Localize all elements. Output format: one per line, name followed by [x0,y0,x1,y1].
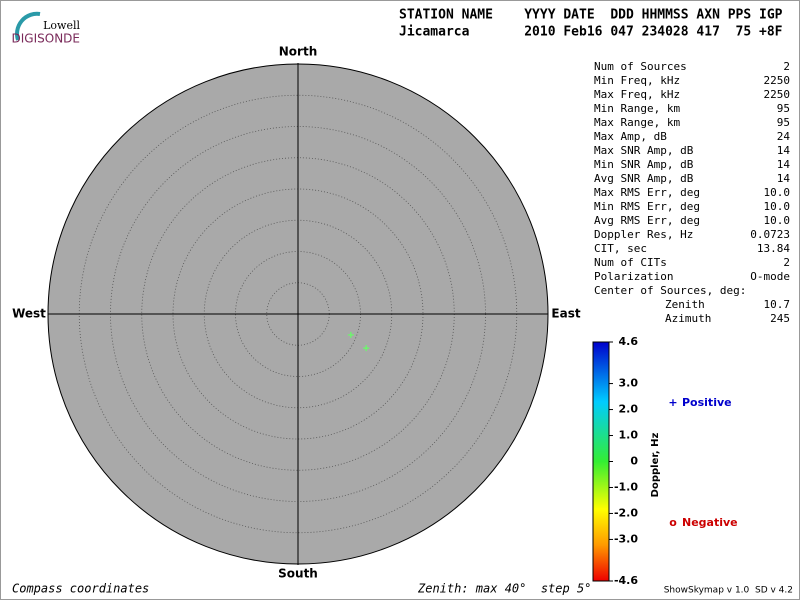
center-label: Zenith [665,298,705,311]
stat-label: Min Freq, kHz [594,74,680,87]
legend-symbol: o [669,516,677,529]
center-value: 245 [770,312,790,325]
center-label: Azimuth [665,312,711,325]
footer-middle: Zenith: max 40° step 5° [417,582,591,596]
polar-plot [47,63,549,565]
west-label: West [12,307,46,321]
colorbar-tick-label: 2.0 [619,403,639,416]
source-marker [347,331,354,338]
logo-top: Lowell [43,19,80,32]
logo-bottom: DIGISONDE [12,32,80,46]
footer-right: ShowSkymap v 1.0 SD v 4.2 [664,586,793,596]
stat-value: 0.0723 [750,228,790,241]
stat-value: 14 [777,144,791,157]
stat-label: Min SNR Amp, dB [594,158,694,171]
south-label: South [278,567,318,581]
colorbar-tick-label: -4.6 [614,574,638,587]
stat-label: CIT, sec [594,242,647,255]
stat-label: Avg RMS Err, deg [594,214,700,227]
stat-label: Min Range, km [594,102,680,115]
header-values: Jicamarca 2010 Feb16 047 234028 417 75 +… [399,25,783,40]
legend-symbol: + [668,396,677,409]
stat-label: Max RMS Err, deg [594,186,700,199]
stat-value: 2 [783,60,790,73]
stat-label: Avg SNR Amp, dB [594,172,694,185]
stat-value: 14 [777,172,791,185]
stat-label: Max Range, km [594,116,680,129]
colorbar-tick-label: 4.6 [619,335,639,348]
stat-label: Min RMS Err, deg [594,200,700,213]
stat-value: 2250 [764,88,791,101]
stat-value: 14 [777,158,791,171]
colorbar-label: Doppler, Hz [650,433,661,498]
north-label: North [279,45,317,59]
legend-label: Negative [682,516,738,529]
center-title: Center of Sources, deg: [594,284,746,297]
header-labels: STATION NAME YYYY DATE DDD HHMMSS AXN PP… [399,8,783,23]
colorbar [592,341,610,582]
stat-label: Num of CITs [594,256,667,269]
stat-value: 10.0 [764,200,791,213]
colorbar-tick-label: -1.0 [614,480,638,493]
source-marker [363,345,370,352]
stat-value: 95 [777,102,790,115]
stat-value: 13.84 [757,242,790,255]
stat-label: Max Amp, dB [594,130,667,143]
stat-value: 2250 [764,74,791,87]
east-label: East [551,307,580,321]
colorbar-tick-label: 0 [630,455,638,468]
colorbar-tick-label: -2.0 [614,506,638,519]
stat-label: Max Freq, kHz [594,88,680,101]
stat-value: 95 [777,116,790,129]
stat-value: 10.0 [764,186,791,199]
footer-left: Compass coordinates [12,582,149,596]
stat-label: Polarization [594,270,673,283]
stat-label: Doppler Res, Hz [594,228,693,241]
logo-swoosh [15,11,41,41]
stat-value: 24 [777,130,791,143]
stat-value: 2 [783,256,790,269]
colorbar-tick-label: -3.0 [614,532,638,545]
legend-label: Positive [682,396,732,409]
colorbar-tick-label: 3.0 [619,377,639,390]
center-value: 10.7 [764,298,791,311]
stat-label: Num of Sources [594,60,687,73]
stat-label: Max SNR Amp, dB [594,144,694,157]
colorbar-tick-label: 1.0 [619,429,639,442]
stat-value: 10.0 [764,214,791,227]
stat-value: O-mode [750,270,790,283]
